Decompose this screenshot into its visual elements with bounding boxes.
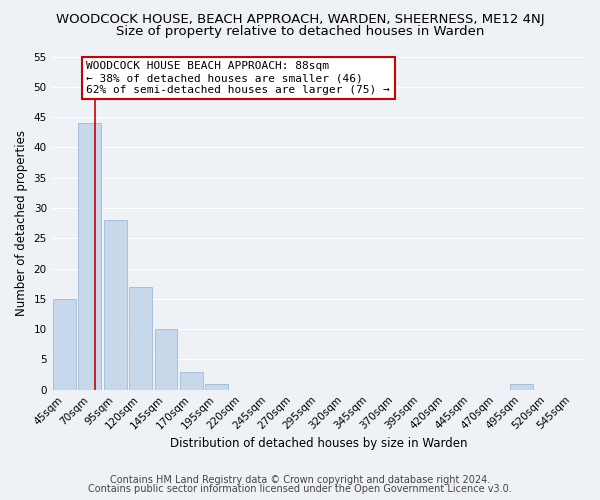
Text: WOODCOCK HOUSE BEACH APPROACH: 88sqm
← 38% of detached houses are smaller (46)
6: WOODCOCK HOUSE BEACH APPROACH: 88sqm ← 3… bbox=[86, 62, 390, 94]
Text: WOODCOCK HOUSE, BEACH APPROACH, WARDEN, SHEERNESS, ME12 4NJ: WOODCOCK HOUSE, BEACH APPROACH, WARDEN, … bbox=[56, 12, 544, 26]
Bar bbox=[53, 299, 76, 390]
Y-axis label: Number of detached properties: Number of detached properties bbox=[15, 130, 28, 316]
Text: Contains public sector information licensed under the Open Government Licence v3: Contains public sector information licen… bbox=[88, 484, 512, 494]
Bar bbox=[205, 384, 228, 390]
X-axis label: Distribution of detached houses by size in Warden: Distribution of detached houses by size … bbox=[170, 437, 467, 450]
Bar bbox=[180, 372, 203, 390]
Bar bbox=[129, 286, 152, 390]
Text: Size of property relative to detached houses in Warden: Size of property relative to detached ho… bbox=[116, 25, 484, 38]
Bar bbox=[79, 123, 101, 390]
Bar bbox=[155, 329, 178, 390]
Bar bbox=[104, 220, 127, 390]
Text: Contains HM Land Registry data © Crown copyright and database right 2024.: Contains HM Land Registry data © Crown c… bbox=[110, 475, 490, 485]
Bar bbox=[510, 384, 533, 390]
